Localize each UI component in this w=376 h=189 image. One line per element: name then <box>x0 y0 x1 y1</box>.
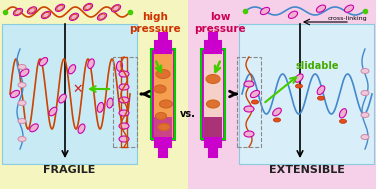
Ellipse shape <box>14 8 23 16</box>
Ellipse shape <box>55 4 65 12</box>
Ellipse shape <box>361 91 369 95</box>
Ellipse shape <box>261 7 270 15</box>
Ellipse shape <box>361 68 369 74</box>
Ellipse shape <box>27 7 36 14</box>
Ellipse shape <box>361 135 369 139</box>
Bar <box>155 137 171 147</box>
Ellipse shape <box>244 81 254 87</box>
Ellipse shape <box>111 5 121 12</box>
Ellipse shape <box>317 86 325 94</box>
Ellipse shape <box>317 5 326 12</box>
Text: ✕: ✕ <box>73 83 83 95</box>
Ellipse shape <box>88 59 94 68</box>
Bar <box>151 49 175 139</box>
Bar <box>159 147 167 157</box>
Ellipse shape <box>206 100 220 108</box>
Text: slidable: slidable <box>295 61 338 71</box>
Ellipse shape <box>288 11 297 18</box>
Ellipse shape <box>119 97 129 103</box>
Bar <box>152 49 174 139</box>
Ellipse shape <box>18 64 26 70</box>
Bar <box>201 49 225 139</box>
Ellipse shape <box>159 100 173 108</box>
Ellipse shape <box>97 13 106 20</box>
Ellipse shape <box>206 74 220 84</box>
Ellipse shape <box>49 107 57 116</box>
Ellipse shape <box>156 70 170 78</box>
Ellipse shape <box>344 5 353 12</box>
Bar <box>209 147 217 157</box>
Ellipse shape <box>83 3 92 11</box>
Bar <box>0 0 188 189</box>
Ellipse shape <box>30 124 38 132</box>
Text: EXTENSIBLE: EXTENSIBLE <box>269 165 345 175</box>
Bar <box>204 117 222 137</box>
Bar <box>121 57 127 147</box>
Bar <box>2 24 137 164</box>
Ellipse shape <box>296 84 303 88</box>
Ellipse shape <box>39 57 48 66</box>
Ellipse shape <box>18 101 26 105</box>
Text: low
pressure: low pressure <box>194 12 246 34</box>
Ellipse shape <box>119 84 129 90</box>
Ellipse shape <box>11 90 20 98</box>
Ellipse shape <box>119 71 129 77</box>
Ellipse shape <box>18 136 26 142</box>
Bar <box>239 24 374 164</box>
Ellipse shape <box>340 109 347 118</box>
Ellipse shape <box>244 106 254 112</box>
Text: high
pressure: high pressure <box>129 12 181 34</box>
Bar <box>237 57 261 147</box>
Ellipse shape <box>158 123 170 130</box>
Text: FRAGILE: FRAGILE <box>43 165 95 175</box>
Ellipse shape <box>119 123 129 129</box>
Ellipse shape <box>295 74 303 82</box>
Ellipse shape <box>117 61 123 71</box>
Ellipse shape <box>340 119 347 123</box>
Bar <box>154 117 172 137</box>
Ellipse shape <box>68 65 76 74</box>
Bar <box>113 57 137 147</box>
Ellipse shape <box>20 69 29 77</box>
Ellipse shape <box>361 112 369 118</box>
Ellipse shape <box>18 83 26 88</box>
Bar <box>205 41 221 53</box>
Ellipse shape <box>273 108 281 116</box>
Ellipse shape <box>119 110 129 116</box>
Ellipse shape <box>107 98 113 108</box>
Ellipse shape <box>252 100 259 104</box>
Text: vs.: vs. <box>180 109 196 119</box>
Ellipse shape <box>250 90 259 98</box>
Ellipse shape <box>78 124 85 133</box>
Ellipse shape <box>273 118 280 122</box>
Bar <box>202 49 224 139</box>
Bar <box>205 137 221 147</box>
Ellipse shape <box>244 131 254 137</box>
Ellipse shape <box>97 102 104 112</box>
Ellipse shape <box>18 119 26 123</box>
Bar <box>155 41 171 53</box>
Ellipse shape <box>41 11 51 19</box>
Bar <box>159 33 167 41</box>
Bar <box>209 33 217 41</box>
Text: cross-linking: cross-linking <box>327 16 367 21</box>
Ellipse shape <box>119 136 129 142</box>
Ellipse shape <box>70 13 79 20</box>
Ellipse shape <box>317 96 324 100</box>
Ellipse shape <box>156 112 167 119</box>
Ellipse shape <box>154 85 166 93</box>
Ellipse shape <box>59 94 66 103</box>
Bar <box>188 0 376 189</box>
